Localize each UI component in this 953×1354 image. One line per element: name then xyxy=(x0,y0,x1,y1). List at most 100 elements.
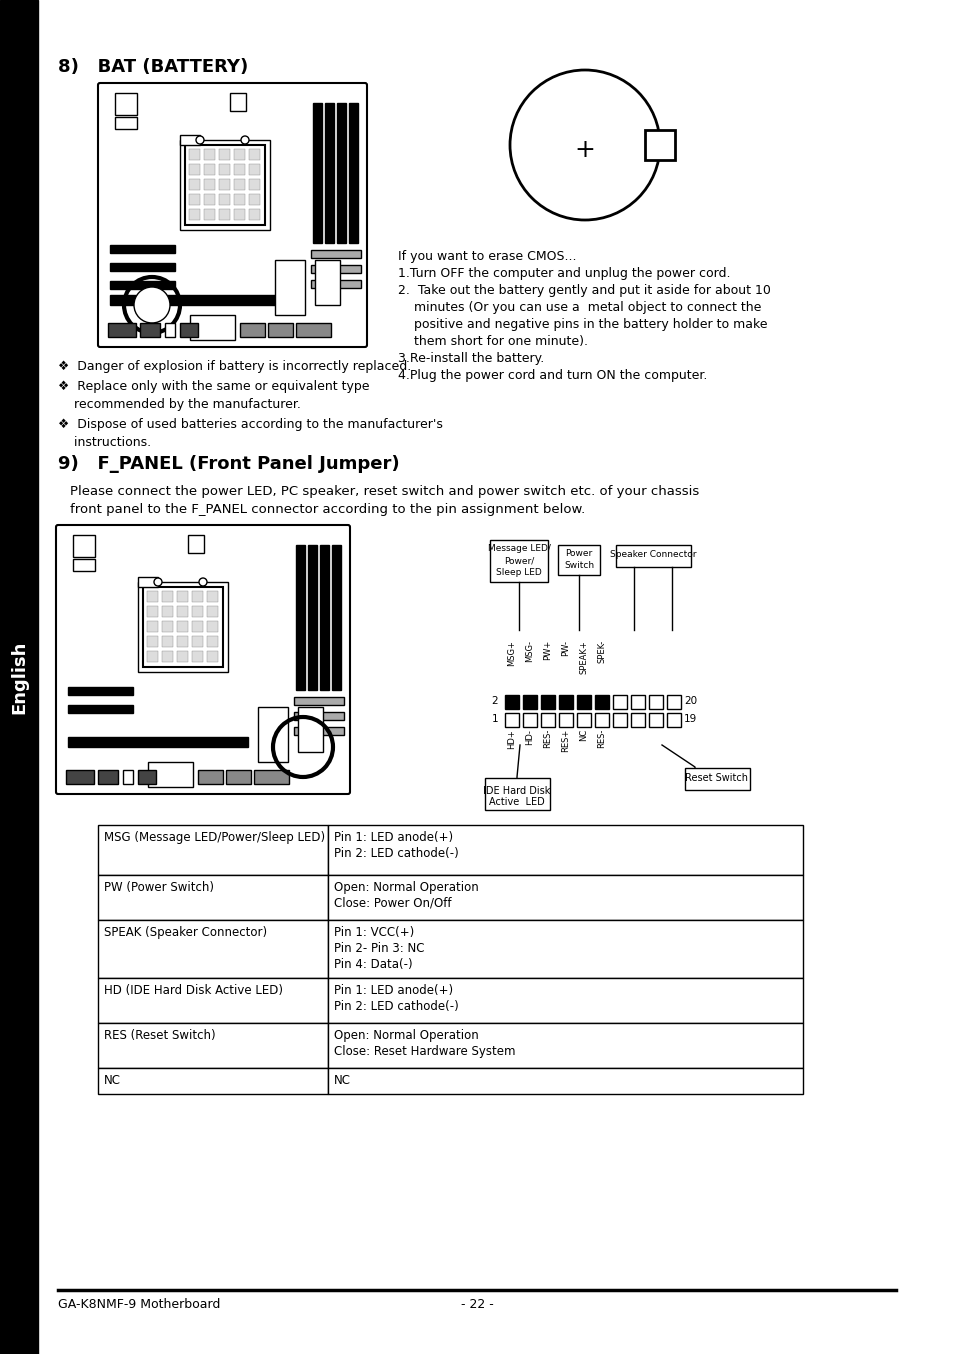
Bar xyxy=(68,686,132,695)
Bar xyxy=(219,164,230,175)
Bar xyxy=(613,695,626,709)
Text: PW-: PW- xyxy=(561,640,570,655)
Bar xyxy=(185,145,265,225)
Text: 20: 20 xyxy=(683,696,697,705)
Bar xyxy=(207,590,218,603)
Text: ❖  Dispose of used batteries according to the manufacturer's: ❖ Dispose of used batteries according to… xyxy=(58,418,442,431)
Bar xyxy=(189,194,200,204)
Bar xyxy=(328,1024,802,1068)
Circle shape xyxy=(241,135,249,144)
Circle shape xyxy=(133,287,170,324)
Bar xyxy=(198,770,223,784)
Text: RES+: RES+ xyxy=(561,728,570,753)
Bar xyxy=(108,324,136,337)
Text: Open: Normal Operation: Open: Normal Operation xyxy=(334,881,478,894)
Bar xyxy=(504,695,518,709)
Text: Pin 1: LED anode(+): Pin 1: LED anode(+) xyxy=(334,984,453,997)
Text: minutes (Or you can use a  metal object to connect the: minutes (Or you can use a metal object t… xyxy=(397,301,760,314)
Bar xyxy=(295,324,331,337)
Bar xyxy=(138,577,158,588)
Text: Switch: Switch xyxy=(563,561,594,570)
Bar xyxy=(314,260,339,305)
Bar xyxy=(165,324,174,337)
Bar xyxy=(311,265,360,274)
Text: Pin 2: LED cathode(-): Pin 2: LED cathode(-) xyxy=(334,1001,458,1013)
Text: MSG+: MSG+ xyxy=(507,640,516,666)
Bar xyxy=(332,546,340,691)
Bar xyxy=(204,164,214,175)
Text: Pin 4: Data(-): Pin 4: Data(-) xyxy=(334,959,413,971)
Bar xyxy=(249,209,260,219)
Bar xyxy=(295,546,305,691)
Text: IDE Hard Disk: IDE Hard Disk xyxy=(483,787,550,796)
Text: RES-: RES- xyxy=(597,728,606,749)
Bar xyxy=(115,116,137,129)
Bar xyxy=(180,324,198,337)
Text: MSG-: MSG- xyxy=(525,640,534,662)
Bar xyxy=(162,621,172,632)
Bar xyxy=(147,651,158,662)
Bar xyxy=(233,209,245,219)
Bar xyxy=(219,149,230,160)
Bar xyxy=(219,194,230,204)
Text: Pin 2- Pin 3: NC: Pin 2- Pin 3: NC xyxy=(334,942,424,955)
Text: SPEAK (Speaker Connector): SPEAK (Speaker Connector) xyxy=(104,926,267,940)
Text: 2.  Take out the battery gently and put it aside for about 10: 2. Take out the battery gently and put i… xyxy=(397,284,770,297)
Bar xyxy=(115,93,137,115)
Bar xyxy=(177,607,188,617)
Text: PW+: PW+ xyxy=(543,640,552,661)
Bar xyxy=(110,263,174,271)
Bar xyxy=(233,194,245,204)
Bar xyxy=(188,535,204,552)
Text: +: + xyxy=(574,138,595,162)
Circle shape xyxy=(199,578,207,586)
Bar xyxy=(644,130,675,160)
Bar xyxy=(110,295,290,305)
Bar xyxy=(595,695,608,709)
Bar xyxy=(189,149,200,160)
Bar xyxy=(253,770,289,784)
Bar xyxy=(558,695,573,709)
Text: English: English xyxy=(10,640,28,714)
Bar xyxy=(98,978,328,1024)
Text: 4.Plug the power cord and turn ON the computer.: 4.Plug the power cord and turn ON the co… xyxy=(397,370,706,382)
Bar xyxy=(123,770,132,784)
Bar xyxy=(204,209,214,219)
Text: instructions.: instructions. xyxy=(58,436,151,450)
Bar xyxy=(98,1024,328,1068)
Bar xyxy=(666,714,680,727)
Text: ❖  Danger of explosion if battery is incorrectly replaced.: ❖ Danger of explosion if battery is inco… xyxy=(58,360,411,372)
Bar xyxy=(558,546,599,575)
Bar xyxy=(98,825,328,875)
Text: RES-: RES- xyxy=(543,728,552,749)
Bar xyxy=(192,621,203,632)
Bar xyxy=(180,135,200,145)
Bar xyxy=(0,0,38,1354)
Bar xyxy=(297,707,323,751)
Bar xyxy=(68,705,132,714)
Bar xyxy=(613,714,626,727)
Bar xyxy=(162,636,172,647)
Bar xyxy=(207,636,218,647)
Bar xyxy=(577,695,590,709)
Text: NC: NC xyxy=(104,1074,121,1087)
Bar xyxy=(616,546,690,567)
Text: HD-: HD- xyxy=(525,728,534,745)
Bar xyxy=(230,93,246,111)
Text: SPEK-: SPEK- xyxy=(597,640,606,663)
Bar xyxy=(177,621,188,632)
Bar xyxy=(138,770,156,784)
Text: Pin 1: VCC(+): Pin 1: VCC(+) xyxy=(334,926,414,940)
Bar xyxy=(504,714,518,727)
Bar xyxy=(484,779,550,810)
Text: Close: Power On/Off: Close: Power On/Off xyxy=(334,896,451,910)
Bar xyxy=(308,546,316,691)
Bar xyxy=(294,727,344,735)
Text: 19: 19 xyxy=(683,714,697,724)
Text: If you want to erase CMOS...: If you want to erase CMOS... xyxy=(397,250,576,263)
Text: them short for one minute).: them short for one minute). xyxy=(397,334,587,348)
Bar xyxy=(207,607,218,617)
Bar xyxy=(328,825,802,875)
Bar xyxy=(233,149,245,160)
Text: RES (Reset Switch): RES (Reset Switch) xyxy=(104,1029,215,1043)
